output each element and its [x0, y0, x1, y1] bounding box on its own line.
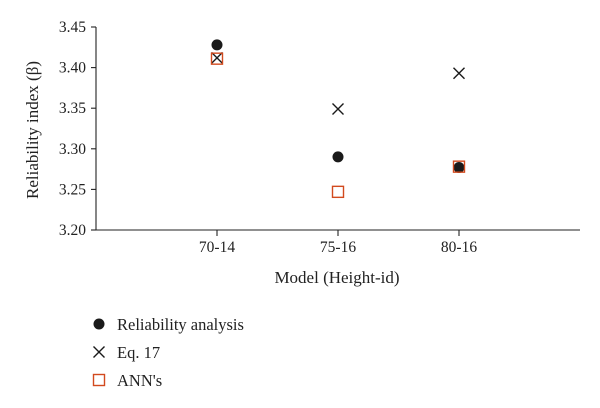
legend-label: ANN's [117, 371, 162, 390]
legend: Reliability analysis Eq. 17 ANN's [92, 315, 244, 390]
legend-item: Reliability analysis [93, 315, 244, 334]
data-point-series-1 [332, 151, 344, 163]
data-point-series-2 [453, 67, 465, 80]
data-point-series-3 [210, 52, 224, 65]
legend-label: Eq. 17 [117, 343, 160, 362]
y-tick-label: 3.25 [59, 181, 86, 198]
legend-marker [93, 318, 105, 330]
x-tick-label: 70-14 [199, 239, 235, 256]
legend-marker [93, 346, 105, 358]
legend-item: Eq. 17 [93, 343, 160, 362]
data-points [210, 39, 466, 199]
data-point-series-3 [452, 160, 466, 173]
x-axis-label: Model (Height-id) [274, 268, 399, 287]
legend-marker [92, 373, 106, 387]
y-tick-label: 3.45 [59, 19, 86, 36]
x-axis: 70-14 75-16 80-16 [96, 229, 580, 256]
data-point-series-1 [211, 39, 223, 51]
y-tick-label: 3.30 [59, 141, 86, 158]
y-axis-label: Reliability index (β) [23, 61, 42, 199]
y-tick-label: 3.20 [59, 222, 86, 239]
data-point-series-2 [332, 103, 344, 116]
data-point-series-3 [331, 185, 345, 199]
data-point-series-1 [453, 161, 465, 173]
legend-label: Reliability analysis [117, 315, 244, 334]
x-tick-label: 75-16 [320, 239, 356, 256]
data-point-series-2 [211, 51, 223, 64]
x-tick-label: 80-16 [441, 239, 477, 256]
y-tick-label: 3.35 [59, 100, 86, 117]
y-tick-label: 3.40 [59, 60, 86, 77]
y-axis: 3.20 3.25 3.30 3.35 3.40 3.45 [59, 19, 97, 239]
legend-item: ANN's [92, 371, 162, 390]
